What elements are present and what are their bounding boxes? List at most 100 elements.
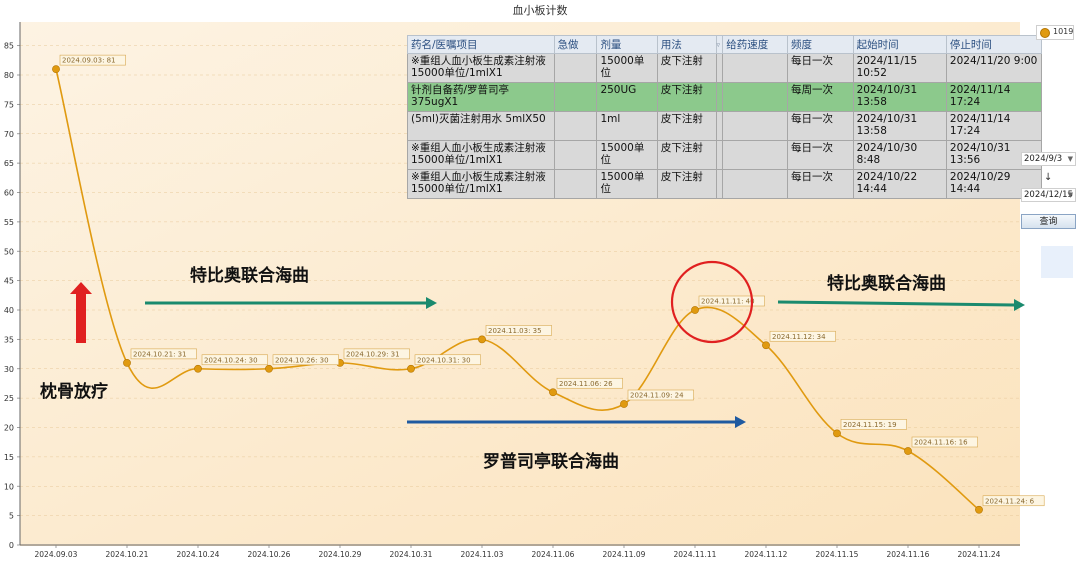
table-cell	[715, 53, 724, 83]
data-label: 2024.11.16: 16	[914, 439, 968, 447]
data-label-box	[485, 325, 552, 336]
data-label-box	[769, 330, 836, 342]
y-tick-label: 30	[4, 365, 14, 374]
table-row[interactable]: (5ml)灭菌注射用水 5mlX50 1ml 皮下注射 每日一次 2024/10/31 …	[407, 111, 1043, 141]
x-tick-label: 2024.11.15	[816, 550, 859, 559]
x-tick-label: 2024.11.03	[461, 550, 504, 559]
y-tick-label: 35	[4, 335, 14, 344]
table-cell	[722, 53, 788, 83]
table-cell	[722, 111, 788, 141]
red-up-arrow	[70, 282, 92, 343]
data-point[interactable]	[620, 400, 628, 408]
table-cell	[722, 82, 788, 112]
end-date-value: 2024/12/15	[1024, 190, 1073, 200]
annotation-radiotherapy: 枕骨放疗	[40, 382, 108, 402]
data-point[interactable]	[478, 335, 486, 344]
data-points	[52, 65, 983, 514]
end-date-select[interactable]: 2024/12/15 ▼	[1021, 188, 1076, 202]
table-cell: 每周一次	[786, 82, 854, 112]
data-label-box	[911, 436, 978, 448]
blue-arrow-head	[735, 416, 746, 428]
table-cell: 2024/10/30 8:48	[852, 140, 947, 170]
data-point[interactable]	[975, 505, 983, 514]
table-cell: 1ml	[596, 111, 658, 141]
chevron-down-icon: ▼	[1067, 191, 1073, 199]
table-row[interactable]: ※重组人血小板生成素注射液 15000单位/1mlX1 15000单位 皮下注射 每日…	[407, 169, 1043, 199]
x-tick-label: 2024.10.31	[390, 550, 433, 559]
legend-label: 1019	[1053, 27, 1074, 36]
data-point[interactable]	[691, 306, 699, 314]
x-tick-label: 2024.11.16	[887, 550, 930, 559]
table-cell: 2024/10/31 13:58	[852, 82, 947, 112]
green-arrow-1-head	[426, 297, 437, 309]
table-cell: 2024/10/31 13:58	[852, 111, 947, 141]
annotation-treatment-a-1: 特比奥联合海曲	[190, 266, 309, 286]
table-cell	[553, 169, 598, 199]
data-label-box	[414, 354, 481, 366]
table-cell: 每日一次	[786, 140, 854, 170]
table-header-cell[interactable]: 给药速度	[722, 35, 788, 54]
legend[interactable]: 1019	[1036, 25, 1074, 40]
data-point[interactable]	[549, 388, 557, 397]
data-label-box	[201, 354, 268, 366]
data-label: 2024.11.06: 26	[559, 380, 613, 388]
y-tick-label: 20	[4, 424, 14, 433]
y-tick-label: 25	[4, 394, 14, 403]
chevron-down-icon: ▼	[1067, 155, 1073, 163]
x-tick-label: 2024.10.29	[319, 550, 362, 559]
table-cell: 2024/11/15 10:52	[852, 53, 947, 83]
data-label-box	[130, 348, 197, 360]
data-label: 2024.10.21: 31	[133, 350, 187, 358]
y-tick-label: 0	[9, 541, 14, 550]
table-row[interactable]: 针剂自备药/罗普司亭 375ugX1 250UG 皮下注射 每周一次 2024/10/3…	[407, 82, 1043, 112]
y-tick-label: 40	[4, 306, 14, 315]
table-cell	[722, 169, 788, 199]
green-arrow-2-head	[1014, 299, 1025, 311]
down-arrow-icon: ↓	[1044, 172, 1053, 183]
table-cell: (5ml)灭菌注射用水 5mlX50	[407, 111, 555, 141]
table-row[interactable]: ※重组人血小板生成素注射液 15000单位/1mlX1 15000单位 皮下注射 每日…	[407, 53, 1043, 83]
data-label-box	[272, 354, 339, 366]
data-point[interactable]	[123, 358, 131, 367]
y-tick-label: 5	[9, 512, 14, 521]
x-tick-label: 2024.10.21	[106, 550, 149, 559]
table-header-cell[interactable]: 剂量	[596, 35, 658, 54]
y-tick-label: 10	[4, 482, 14, 491]
table-header-cell[interactable]: 急做	[553, 35, 598, 54]
table-cell: 2024/11/14 17:24	[945, 82, 1043, 112]
data-point[interactable]	[762, 341, 770, 350]
x-tick-label: 2024.09.03	[35, 550, 78, 559]
table-cell	[553, 140, 598, 170]
table-header-cell[interactable]: 用法	[656, 35, 717, 54]
data-point[interactable]	[407, 364, 415, 373]
data-label: 2024.11.12: 34	[772, 333, 826, 341]
table-cell: ※重组人血小板生成素注射液 15000单位/1mlX1	[407, 140, 555, 170]
data-point[interactable]	[265, 364, 273, 373]
query-button[interactable]: 查询	[1021, 214, 1076, 229]
data-label-box	[627, 389, 694, 401]
start-date-value: 2024/9/3	[1024, 154, 1063, 164]
data-label: 2024.10.26: 30	[275, 356, 329, 364]
table-row[interactable]: ※重组人血小板生成素注射液 15000单位/1mlX1 15000单位 皮下注射 每日…	[407, 140, 1043, 170]
y-tick-label: 80	[4, 71, 14, 80]
filter-icon[interactable]: ▿	[715, 35, 724, 54]
y-tick-label: 50	[4, 247, 14, 256]
data-label: 2024.10.24: 30	[204, 356, 258, 364]
legend-swatch-icon	[1040, 28, 1050, 38]
table-cell: 250UG	[596, 82, 658, 112]
y-tick-label: 85	[4, 42, 14, 51]
start-date-select[interactable]: 2024/9/3 ▼	[1021, 152, 1076, 166]
data-point[interactable]	[833, 429, 841, 438]
data-point[interactable]	[904, 447, 912, 455]
data-point[interactable]	[194, 364, 202, 373]
y-tick-label: 75	[4, 100, 14, 109]
table-header-cell[interactable]: 起始时间	[852, 35, 947, 54]
data-point[interactable]	[52, 65, 60, 74]
x-tick-label: 2024.10.26	[248, 550, 291, 559]
data-label: 2024.11.15: 19	[843, 421, 897, 429]
y-tick-label: 60	[4, 189, 14, 198]
table-header-cell[interactable]: 药名/医嘱项目	[407, 35, 555, 54]
data-label-box	[59, 54, 126, 66]
table-header-cell[interactable]: 停止时间	[945, 35, 1043, 54]
table-header-cell[interactable]: 频度	[786, 35, 854, 54]
